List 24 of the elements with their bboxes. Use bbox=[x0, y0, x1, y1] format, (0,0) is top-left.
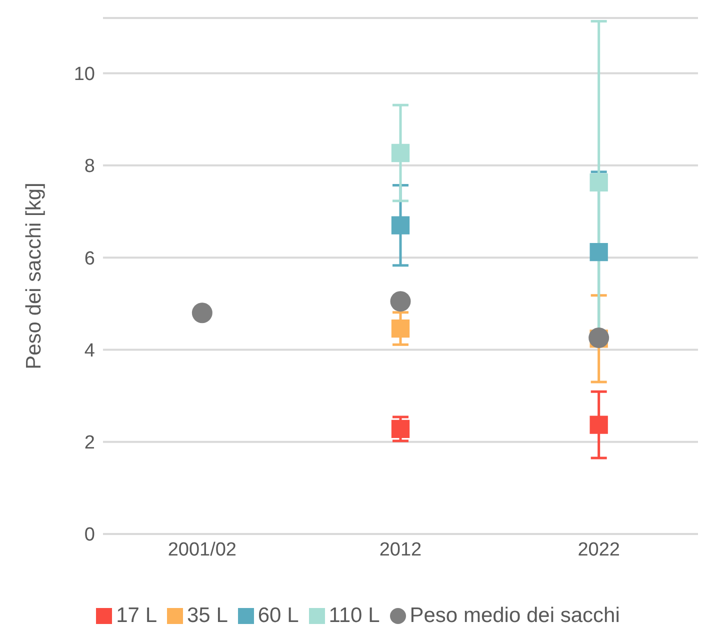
point bbox=[192, 302, 212, 324]
y-tick-label: 8 bbox=[84, 156, 95, 178]
point bbox=[590, 173, 608, 192]
legend-label: Peso medio dei sacchi bbox=[410, 604, 620, 627]
point bbox=[390, 291, 411, 312]
y-tick-label: 2 bbox=[84, 432, 95, 454]
x-tick-label: 2001/02 bbox=[168, 539, 237, 560]
legend-label: 110 L bbox=[328, 604, 380, 627]
x-tick-label: 2022 bbox=[578, 539, 620, 560]
y-tick-label: 10 bbox=[74, 64, 95, 86]
y-axis-title: Peso dei sacchi [kg] bbox=[22, 182, 46, 370]
legend-label: 60 L bbox=[258, 604, 299, 627]
point bbox=[391, 319, 410, 338]
point bbox=[590, 242, 608, 262]
y-tick-label: 4 bbox=[84, 340, 96, 362]
legend-label: 17 L bbox=[116, 604, 157, 627]
y-tick-label: 0 bbox=[84, 524, 95, 546]
x-tick-label: 2012 bbox=[379, 539, 422, 560]
point bbox=[391, 420, 410, 438]
y-tick-label: 6 bbox=[84, 248, 95, 270]
point bbox=[590, 416, 608, 434]
point bbox=[391, 216, 410, 234]
point bbox=[391, 144, 410, 162]
legend-label: 35 L bbox=[187, 604, 228, 627]
